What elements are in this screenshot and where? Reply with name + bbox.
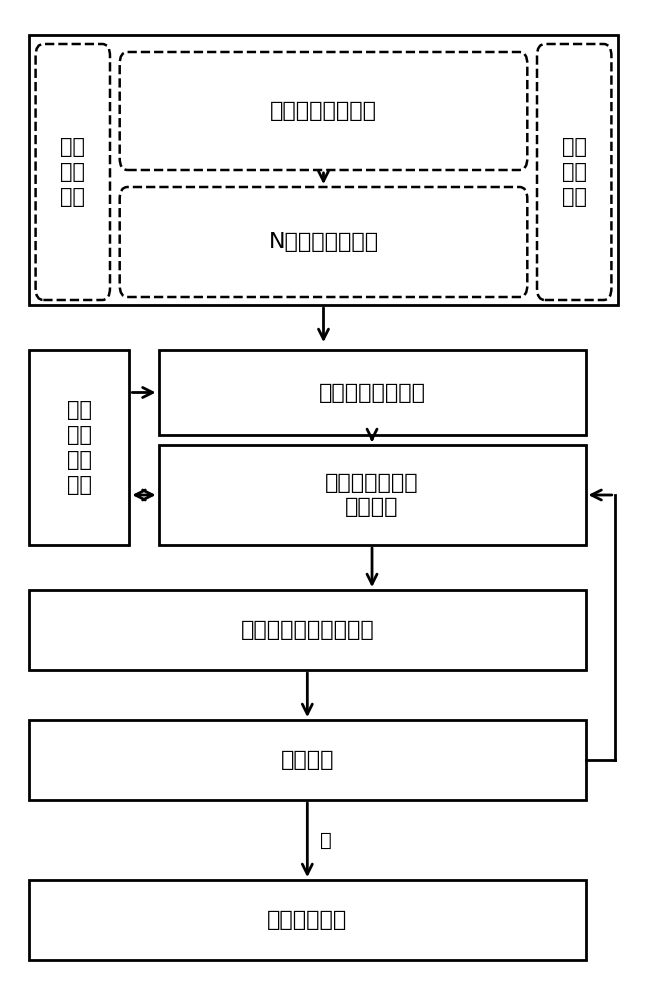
FancyBboxPatch shape bbox=[537, 44, 611, 300]
Text: 二次
调频
系数: 二次 调频 系数 bbox=[562, 137, 587, 207]
Text: 单台空调传热模型: 单台空调传热模型 bbox=[270, 101, 377, 121]
Text: 系统
频率
偏差: 系统 频率 偏差 bbox=[60, 137, 85, 207]
Bar bbox=[29, 350, 129, 545]
Text: 对应空调动作: 对应空调动作 bbox=[267, 910, 347, 930]
Text: 用户响应: 用户响应 bbox=[281, 750, 334, 770]
Bar bbox=[159, 445, 586, 545]
Bar bbox=[29, 880, 586, 960]
Text: 是: 是 bbox=[320, 830, 332, 850]
FancyBboxPatch shape bbox=[120, 52, 527, 170]
Text: 用户
响应
行为
模型: 用户 响应 行为 模型 bbox=[67, 400, 92, 495]
Text: 负荷聚合控制目标: 负荷聚合控制目标 bbox=[318, 383, 426, 403]
FancyBboxPatch shape bbox=[120, 187, 527, 297]
Bar bbox=[29, 590, 586, 670]
Bar bbox=[29, 35, 618, 305]
Text: N台空调调频储备: N台空调调频储备 bbox=[269, 232, 378, 252]
FancyBboxPatch shape bbox=[36, 44, 110, 300]
Text: 选取用户参与二次调频: 选取用户参与二次调频 bbox=[241, 620, 374, 640]
Bar bbox=[29, 720, 586, 800]
Bar bbox=[159, 350, 586, 435]
Text: 风险规避多臂机
学习框架: 风险规避多臂机 学习框架 bbox=[325, 473, 419, 517]
